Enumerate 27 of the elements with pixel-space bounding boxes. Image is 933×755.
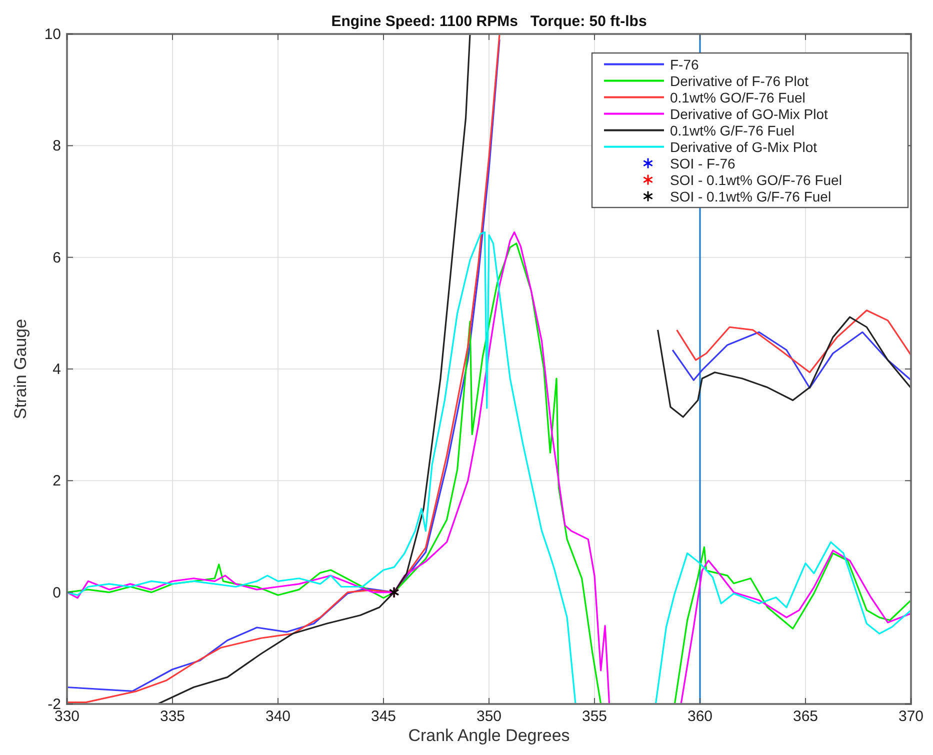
- x-tick-label: 350: [476, 708, 502, 725]
- legend-label: SOI - 0.1wt% GO/F-76 Fuel: [670, 172, 842, 188]
- y-tick-label: 0: [52, 584, 61, 602]
- chart-title: Engine Speed: 1100 RPMs Torque: 50 ft-lbs: [331, 13, 647, 30]
- y-tick-label: 4: [52, 361, 61, 378]
- y-tick-label: 6: [52, 249, 61, 266]
- legend-label: Derivative of GO-Mix Plot: [670, 106, 828, 122]
- legend-label: 0.1wt% G/F-76 Fuel: [670, 122, 794, 138]
- x-tick-label: 365: [792, 708, 818, 725]
- x-tick-label: 360: [687, 708, 713, 725]
- legend-label: SOI - F-76: [670, 155, 736, 172]
- legend-label: Derivative of G-Mix Plot: [670, 138, 818, 155]
- x-tick-label: 355: [582, 708, 608, 725]
- y-tick-label: 10: [44, 26, 61, 43]
- y-tick-label: 2: [52, 472, 61, 490]
- x-tick-label: 340: [265, 708, 291, 725]
- y-axis-title: Strain Gauge: [11, 318, 30, 420]
- x-tick-label: 370: [898, 708, 924, 725]
- legend-label: F-76: [670, 56, 699, 72]
- x-axis-title: Crank Angle Degrees: [408, 726, 570, 745]
- x-tick-label: 330: [54, 708, 80, 725]
- legend-label: SOI - 0.1wt% G/F-76 Fuel: [670, 188, 832, 204]
- legend-label: 0.1wt% GO/F-76 Fuel: [670, 89, 806, 106]
- x-tick-label: 335: [160, 708, 186, 725]
- x-tick-label: 345: [370, 708, 396, 725]
- legend-label: Derivative of F-76 Plot: [670, 72, 809, 89]
- y-tick-label: 8: [52, 138, 61, 155]
